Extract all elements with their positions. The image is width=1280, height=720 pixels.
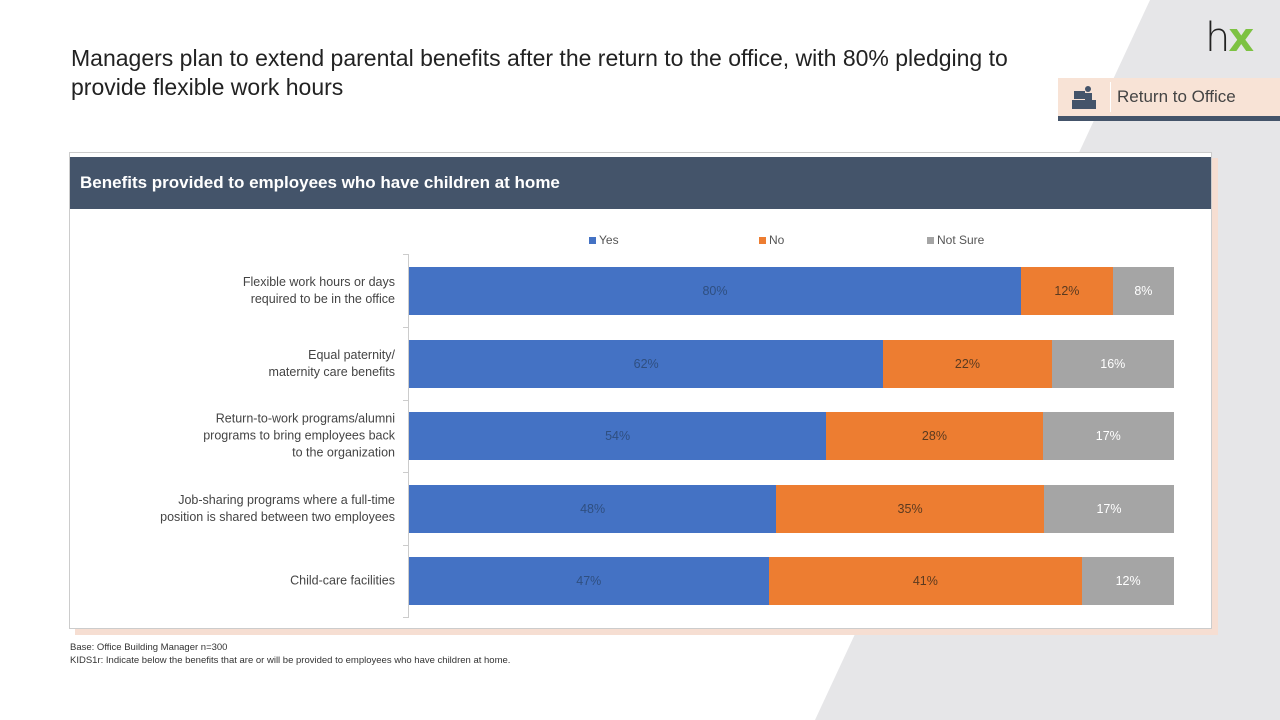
category-label: Flexible work hours or days required to b… <box>242 275 395 306</box>
legend-item-yes: Yes <box>589 233 619 247</box>
bar-yes: 48% <box>409 485 777 533</box>
legend-label: Yes <box>599 233 619 247</box>
axis-tick <box>403 327 409 328</box>
category-label: Job-sharing programs where a full-time po… <box>160 493 395 524</box>
bar-not-sure: 17% <box>1042 412 1174 460</box>
axis-tick <box>403 617 409 618</box>
data-label: 80% <box>702 284 728 298</box>
data-label: 35% <box>897 502 923 516</box>
section-tag-label: Return to Office <box>1117 87 1236 106</box>
page-title: Managers plan to extend parental benefit… <box>71 45 1008 100</box>
data-label: 8% <box>1134 284 1153 298</box>
category-label: Return-to-work programs/alumni programs t… <box>203 411 395 460</box>
chart-title: Benefits provided to employees who have … <box>70 157 1211 209</box>
axis-tick <box>403 472 409 473</box>
legend-swatch <box>927 236 934 244</box>
legend-item-not-sure: Not Sure <box>927 233 984 247</box>
data-label: 17% <box>1095 429 1121 443</box>
data-label: 62% <box>633 357 659 371</box>
bar-no: 12% <box>1021 267 1113 315</box>
bar-no: 41% <box>768 557 1083 605</box>
footnote-base: Base: Office Building Manager n=300 <box>70 642 228 653</box>
bar-yes: 80% <box>409 267 1021 315</box>
category-axis <box>408 254 409 617</box>
category-label: Equal paternity/maternity care benefits <box>268 348 395 379</box>
bar-no: 35% <box>776 485 1044 533</box>
data-label: 47% <box>576 574 602 588</box>
footnote-question: KIDS1r: Indicate below the benefits that… <box>70 655 511 666</box>
bar-yes: 47% <box>409 557 769 605</box>
bar-not-sure: 17% <box>1043 485 1174 533</box>
category-label: Child-care facilities <box>290 573 395 588</box>
legend-swatch <box>589 236 596 244</box>
axis-tick <box>403 254 409 255</box>
desk-person-icon <box>1058 85 1110 109</box>
chart-panel: Benefits provided to employees who have … <box>69 152 1212 629</box>
data-label: 16% <box>1100 357 1126 371</box>
data-label: 17% <box>1096 502 1122 516</box>
bar-yes: 54% <box>409 412 827 460</box>
bar-no: 22% <box>883 340 1052 388</box>
legend-label: Not Sure <box>937 233 985 247</box>
data-label: 28% <box>921 429 947 443</box>
bar-yes: 62% <box>409 340 884 388</box>
bar-not-sure: 16% <box>1051 340 1174 388</box>
axis-tick <box>403 400 409 401</box>
data-label: 12% <box>1054 284 1080 298</box>
bar-no: 28% <box>826 412 1043 460</box>
bar-not-sure: 12% <box>1082 557 1174 605</box>
legend-item-no: No <box>759 233 784 247</box>
hx-logo: hx <box>1205 15 1254 61</box>
legend-label: No <box>769 233 785 247</box>
axis-tick <box>403 545 409 546</box>
section-tag: Return to Office <box>1058 78 1280 121</box>
data-label: 48% <box>580 502 606 516</box>
data-label: 54% <box>605 429 631 443</box>
data-label: 41% <box>912 574 938 588</box>
bar-not-sure: 8% <box>1112 267 1174 315</box>
data-label: 12% <box>1115 574 1141 588</box>
legend-swatch <box>759 236 766 244</box>
data-label: 22% <box>954 357 980 371</box>
